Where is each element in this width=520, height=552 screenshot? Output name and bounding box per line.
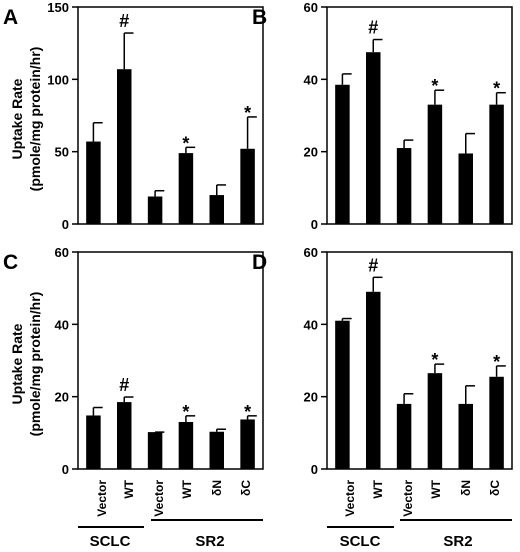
panel-c-bar-5 [240, 419, 255, 469]
panel-c-bar-1 [117, 402, 132, 469]
panel-b: B 0 20 40 60 # * * [252, 0, 513, 232]
panel-a-ytick-label-3: 150 [47, 0, 69, 15]
group-label-sclc-left: SCLC [90, 533, 131, 550]
panel-b-bar-5 [489, 104, 504, 224]
panel-d-bar-5 [489, 376, 504, 469]
panel-b-bar-2 [396, 148, 412, 224]
panel-a-ytick-label-2: 100 [47, 72, 69, 87]
panel-c-ytick-label-3: 60 [55, 245, 69, 260]
category-label-right-0: Vector [343, 480, 357, 517]
panel-d-ytick-label-3: 60 [304, 245, 318, 260]
category-label-left-3: WT [180, 479, 194, 498]
panel-c-bar-4 [209, 431, 224, 469]
panel-b-marker-3: * [431, 76, 438, 96]
panel-a-bar-4 [209, 195, 224, 224]
panel-c-bar-2 [147, 432, 163, 469]
category-label-right-4: δN [459, 480, 473, 496]
panel-a-ytick-label-0: 0 [62, 217, 69, 232]
panel-a-bar-1 [117, 69, 132, 224]
panel-d-marker-1: # [368, 255, 378, 275]
panel-b-letter: B [252, 6, 267, 29]
panel-c-bar-3 [178, 421, 194, 469]
panel-a-marker-3: * [182, 133, 189, 153]
panel-c-marker-1: # [119, 375, 129, 395]
panel-c-marker-3: * [182, 402, 189, 422]
panel-d-bar-2 [396, 403, 412, 469]
panel-b-marker-5: * [493, 79, 500, 99]
y-axis-label-top-line1: Uptake Rate [9, 78, 25, 159]
category-label-right-5: δC [488, 480, 502, 496]
y-axis-label-bottom-line1: Uptake Rate [9, 323, 25, 404]
panel-b-bar-1 [366, 52, 381, 225]
panel-d-bar-0 [335, 320, 350, 469]
panel-b-bar-4 [458, 153, 473, 224]
panel-b-ytick-label-2: 40 [304, 72, 318, 87]
panel-a-bar-0 [86, 141, 101, 224]
group-label-sr2-left: SR2 [195, 533, 224, 550]
panel-c: C 0 20 40 60 # * * [3, 245, 264, 477]
panel-c-ytick-label-2: 40 [55, 317, 69, 332]
y-axis-label-top-line2: (pmole/mg protein/hr) [27, 47, 43, 192]
panel-a-bar-5 [240, 148, 255, 224]
group-label-sclc-right: SCLC [340, 533, 381, 550]
panel-d-ytick-label-1: 20 [304, 390, 318, 405]
category-label-left-2: Vector [152, 480, 166, 517]
panels: A 0 50 100 150 # * * B 0 20 40 60 # * * C 0 20 40 60 # * * D 0 20 4… [3, 0, 513, 477]
panel-c-ytick-label-0: 0 [62, 462, 69, 477]
panel-d-frame [326, 251, 513, 470]
panel-a-bar-2 [147, 196, 163, 224]
panel-d-marker-5: * [493, 352, 500, 372]
category-label-right-3: WT [429, 479, 443, 498]
panel-d-bar-4 [458, 403, 473, 469]
panel-d-letter: D [252, 251, 267, 274]
panel-d-ytick-label-0: 0 [311, 462, 318, 477]
panel-c-marker-5: * [244, 402, 251, 422]
category-label-left-1: WT [122, 479, 136, 498]
panel-a-frame [77, 6, 264, 225]
panel-d-marker-3: * [431, 350, 438, 370]
panel-a-bar-3 [178, 153, 194, 224]
panel-b-bar-0 [335, 84, 350, 224]
panel-b-bar-3 [427, 104, 443, 224]
panel-b-ytick-label-0: 0 [311, 217, 318, 232]
panel-b-ytick-label-1: 20 [304, 145, 318, 160]
y-axis-label-bottom-line2: (pmole/mg protein/hr) [27, 292, 43, 437]
category-label-left-0: Vector [95, 480, 109, 517]
category-label-right-1: WT [371, 479, 385, 498]
panel-c-ytick-label-1: 20 [55, 390, 69, 405]
panel-d: D 0 20 40 60 # * * [252, 245, 513, 477]
category-label-right-2: Vector [401, 480, 415, 517]
panel-c-frame [77, 251, 264, 470]
category-label-left-4: δN [210, 480, 224, 496]
panel-a-ytick-label-1: 50 [55, 145, 69, 160]
panel-d-bar-3 [427, 373, 443, 469]
group-label-sr2-right: SR2 [443, 533, 472, 550]
panel-a-letter: A [3, 6, 18, 29]
panel-a-marker-5: * [244, 103, 251, 123]
panel-c-letter: C [3, 251, 18, 274]
panel-b-frame [326, 6, 513, 225]
panel-d-bar-1 [366, 291, 381, 469]
category-label-left-5: δC [239, 480, 253, 496]
panel-a: A 0 50 100 150 # * * [3, 0, 264, 232]
panel-d-ytick-label-2: 40 [304, 317, 318, 332]
panel-b-ytick-label-3: 60 [304, 0, 318, 15]
panel-a-marker-1: # [119, 11, 129, 31]
panel-c-bar-0 [86, 415, 101, 469]
panel-b-marker-1: # [368, 18, 378, 38]
